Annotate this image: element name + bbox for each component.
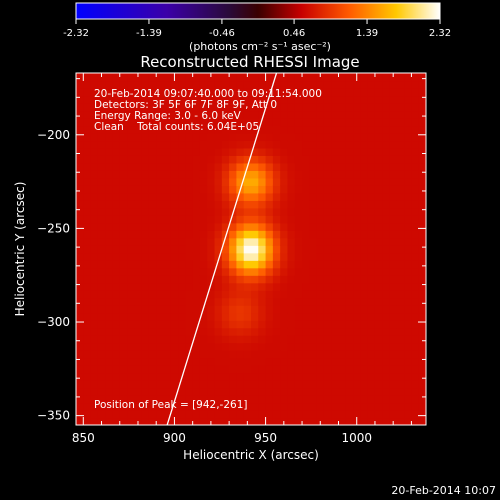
colorbar-tick-label: 1.39 (356, 28, 378, 39)
colorbar: -2.32 -1.39 -0.46 0.46 1.39 2.32 (photons cm⁻… (63, 2, 451, 53)
y-tick-label: −350 (37, 409, 70, 423)
y-tick-label: −300 (37, 315, 70, 329)
annotation-energy-range: Energy Range: 3.0 - 6.0 keV (94, 110, 242, 122)
colorbar-tick-label: 0.46 (283, 28, 305, 39)
x-tick-label: 950 (254, 431, 277, 445)
colorbar-tick-label: -0.46 (209, 28, 235, 39)
annotation-clean-counts: Clean Total counts: 6.04E+05 (94, 121, 259, 133)
x-tick-label: 1000 (341, 431, 372, 445)
annotation-block: 20-Feb-2014 09:07:40.000 to 09:11:54.000… (94, 88, 322, 133)
chart-title: Reconstructed RHESSI Image (140, 53, 359, 71)
plot-frame (75, 72, 427, 426)
colorbar-gradient (75, 2, 441, 20)
colorbar-tick-label: -2.32 (63, 28, 89, 39)
colorbar-ticks: -2.32 -1.39 -0.46 0.46 1.39 2.32 (63, 19, 451, 39)
colorbar-tick-label: -1.39 (136, 28, 162, 39)
footer-timestamp: 20-Feb-2014 10:07 (391, 484, 496, 497)
y-tick-label: −250 (37, 221, 70, 235)
y-tick-label: −200 (37, 128, 70, 142)
peak-position-label: Position of Peak = [942,-261] (94, 399, 248, 411)
y-axis-label: Heliocentric Y (arcsec) (13, 182, 27, 317)
x-axis-label: Heliocentric X (arcsec) (183, 448, 319, 462)
colorbar-tick-label: 2.32 (429, 28, 451, 39)
y-axis-ticks: −200 −250 −300 −350 (37, 78, 426, 423)
x-tick-label: 900 (163, 431, 186, 445)
plot-area (76, 73, 426, 425)
solar-limb-line (166, 73, 278, 425)
colorbar-unit-label: (photons cm⁻² s⁻¹ asec⁻²) (189, 40, 331, 53)
annotation-time-range: 20-Feb-2014 09:07:40.000 to 09:11:54.000 (94, 88, 322, 100)
x-axis-ticks: 850 900 950 1000 (72, 73, 412, 445)
heatmap-cells (76, 73, 426, 425)
x-tick-label: 850 (72, 431, 95, 445)
annotation-detectors: Detectors: 3F 5F 6F 7F 8F 9F, Att 0 (94, 99, 277, 111)
